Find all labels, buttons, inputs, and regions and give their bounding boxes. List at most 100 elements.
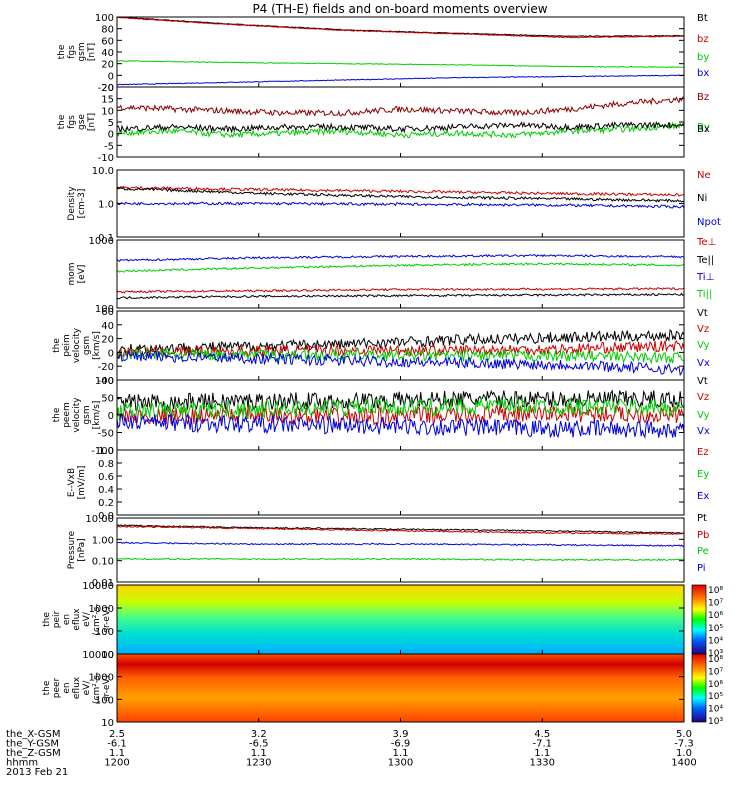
spectrogram (117, 654, 684, 722)
legend-Ti||: Ti|| (696, 289, 712, 300)
colorbar-label: 10⁶ (708, 680, 723, 690)
y-tick-label: -20 (98, 362, 114, 373)
y-tick-label: 0.2 (98, 498, 114, 509)
y-tick-label: 0.6 (98, 472, 114, 483)
legend-bz: bz (697, 34, 709, 45)
legend-bx: bx (697, 68, 709, 79)
panel-frame (116, 86, 685, 158)
footer-value: 1.0 (676, 748, 692, 759)
series-line-Npot (116, 201, 685, 209)
y-tick-label: 10000 (82, 650, 114, 661)
legend-Vy: Vy (697, 410, 710, 421)
y-tick-label: 1000 (89, 604, 114, 615)
y-tick-label: 10 (101, 106, 114, 117)
colorbar-label: 10⁵ (708, 692, 723, 702)
y-tick-label: 1000 (89, 673, 114, 684)
legend-Vt: Vt (697, 376, 708, 387)
colorbar-label: 10⁴ (708, 636, 723, 646)
colorbar-label: 10⁵ (708, 624, 723, 634)
legend-Bx: Bx (697, 124, 710, 135)
y-tick-label: 1.0 (98, 446, 114, 457)
legend-Vx: Vx (697, 358, 710, 369)
series-line-Pt (116, 524, 685, 535)
y-tick-label: -10 (98, 153, 114, 164)
footer-value: 1330 (530, 758, 555, 769)
y-tick-label: 100 (95, 376, 114, 387)
colorbar-label: 10⁸ (708, 586, 723, 596)
y-tick-label: -40 (98, 376, 114, 387)
y-axis-label: E--VxB[mV/m] (67, 466, 87, 500)
y-axis-label: thepeimvelocitygsm[km/s] (52, 327, 102, 363)
y-tick-label: 20 (101, 83, 114, 94)
series-line-Bz (116, 96, 685, 117)
y-tick-label: -50 (98, 429, 114, 440)
y-tick-label: 0 (108, 71, 114, 82)
y-axis-label: Pressure[nPa] (67, 530, 87, 569)
legend-Pt: Pt (697, 513, 707, 524)
footer-value: 5.0 (676, 729, 692, 740)
y-tick-label: 100 (95, 627, 114, 638)
legend-Vx: Vx (697, 426, 710, 437)
y-tick-label: 20 (101, 60, 114, 71)
plot-title: P4 (TH-E) fields and on-board moments ov… (252, 2, 547, 16)
y-tick-label: 100 (95, 304, 114, 315)
y-tick-label: 0.01 (92, 578, 114, 589)
series-line-by (116, 59, 685, 68)
series-line-Vx (116, 350, 685, 377)
footer-value: 1.1 (534, 748, 550, 759)
series-line-Bx (116, 120, 685, 134)
footer-value: 1400 (671, 758, 696, 769)
y-tick-label: 50 (101, 394, 114, 405)
footer-value: 4.5 (534, 729, 550, 740)
panel-frame (116, 449, 685, 516)
legend-Ni: Ni (697, 193, 707, 204)
spectrogram (117, 585, 684, 654)
series-line-Ni (116, 186, 685, 203)
footer-value: -6.5 (249, 739, 269, 750)
legend-Pe: Pe (697, 546, 709, 557)
y-tick-label: 100 (95, 13, 114, 24)
footer-value: -7.1 (532, 739, 552, 750)
panel-10: 10⁸ 10⁷ 10⁶ 10⁵ 10⁴ 10³ 10000 1000 100 10 thepeere… (42, 650, 723, 729)
series-line-bz (116, 16, 685, 39)
y-tick-label: 80 (101, 25, 114, 36)
colorbar (691, 653, 707, 723)
footer-value: 1.1 (109, 748, 125, 759)
footer-row-label: the_Z-GSM (6, 748, 61, 759)
y-tick-label: 10 (101, 650, 114, 661)
series-line-Te|| (116, 292, 685, 300)
y-tick-label: 0.1 (98, 233, 114, 244)
legend-Vz: Vz (697, 324, 709, 335)
footer-row-label: 2013 Feb 21 (6, 767, 68, 778)
y-tick-label: -100 (91, 446, 114, 457)
legend-Bt: Bt (697, 13, 708, 24)
legend-Bz: Bz (697, 92, 709, 103)
footer-row-label: hhmm (6, 758, 38, 769)
y-tick-label: 10000 (82, 581, 114, 592)
colorbar-label: 10³ (708, 649, 723, 659)
y-tick-label: 0 (108, 348, 114, 359)
series-line-bx (116, 74, 685, 86)
footer-value: 1230 (246, 758, 271, 769)
y-tick-label: 15 (101, 95, 114, 106)
series-line-Pe (116, 557, 685, 562)
legend-Ez: Ez (697, 447, 709, 458)
footer-row-label: the_Y-GSM (6, 739, 59, 750)
panel-4: 1000 100 mom[eV] Te⊥ Te|| Ti⊥ Ti|| (67, 236, 716, 315)
y-tick-label: 1000 (89, 236, 114, 247)
series-line-Bt (116, 16, 684, 38)
y-axis-label: thefgsgse[nT] (57, 113, 97, 131)
y-tick-label: 60 (101, 307, 114, 318)
y-tick-label: -5 (104, 141, 114, 152)
y-tick-label: 1.00 (92, 535, 114, 546)
series-line-Vt (116, 389, 685, 412)
y-tick-label: 0.0 (98, 511, 114, 522)
y-tick-label: 10.0 (92, 166, 114, 177)
footer-value: 1300 (388, 758, 413, 769)
y-axis-label: Density[cm-3] (67, 186, 87, 221)
panel-6: 100 50 0 -50 -100 thepeemvelocitygsm[km/s] Vt V… (52, 376, 710, 457)
panel-7: 1.0 0.8 0.6 0.4 0.2 0.0 E--VxB[mV/m] Ez Ey Ex (67, 446, 709, 522)
y-tick-label: 0.8 (98, 459, 114, 470)
